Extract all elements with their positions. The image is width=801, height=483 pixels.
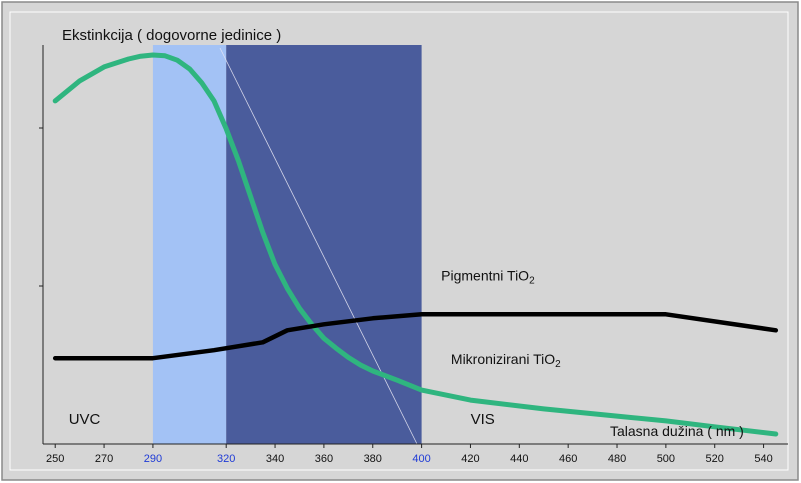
- series-line-mikronizirani: [52, 52, 779, 437]
- x-tick-label: 290: [144, 453, 162, 465]
- x-tick-label: 460: [559, 453, 577, 465]
- series-label-mikronizirani: Mikronizirani TiO2: [451, 351, 561, 370]
- diagonal-guide: [219, 47, 418, 445]
- x-tick-label: 250: [46, 453, 64, 465]
- band-1: [152, 45, 227, 444]
- x-tick-label: 400: [412, 453, 430, 465]
- x-tick-label: 420: [461, 453, 479, 465]
- x-tick-label: 440: [510, 453, 528, 465]
- band-2: [226, 45, 422, 444]
- x-tick-label: 320: [217, 453, 235, 465]
- x-tick-label: 340: [266, 453, 284, 465]
- x-tick-label: 540: [754, 453, 772, 465]
- region-label: VIS: [471, 411, 495, 428]
- x-tick-label: 520: [706, 453, 724, 465]
- y-axis-title: Ekstinkcija ( dogovorne jedinice ): [62, 27, 281, 44]
- x-tick-label: 270: [95, 453, 113, 465]
- series-line-pigmentni: [52, 312, 779, 361]
- series-label-pigmentni: Pigmentni TiO2: [441, 267, 535, 286]
- x-tick-label: 380: [364, 453, 382, 465]
- x-tick-label: 480: [608, 453, 626, 465]
- x-tick-label: 500: [657, 453, 675, 465]
- x-tick-label: 360: [315, 453, 333, 465]
- region-label: UVC: [69, 411, 101, 428]
- x-axis-title: Talasna dužina ( nm ): [610, 423, 744, 439]
